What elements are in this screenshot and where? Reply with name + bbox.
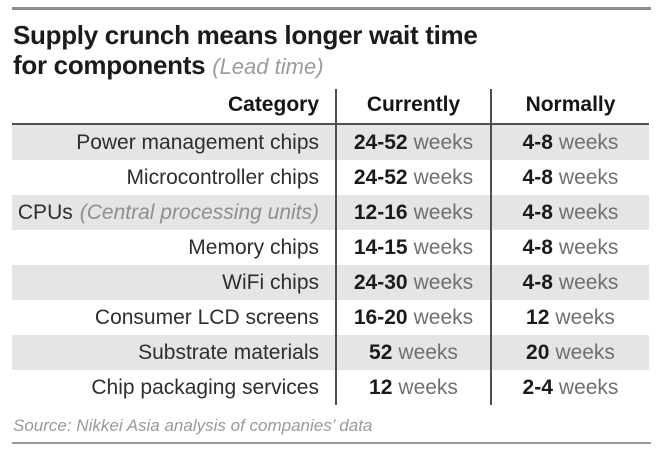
normally-cell: 20 weeks (490, 335, 649, 371)
category-cell: Microcontroller chips (12, 160, 335, 195)
title-line-1: Supply crunch means longer wait time (13, 20, 478, 50)
currently-value: 12-16 (353, 201, 408, 225)
category-label: Memory chips (188, 236, 319, 260)
normally-unit: weeks (558, 201, 619, 225)
table-row-cpus: CPUs (Central processing units) 12-16 week… (12, 195, 649, 231)
header-category: Category (227, 93, 319, 117)
normally-value: 4-8 (522, 236, 553, 260)
lead-time-table: Category Currently Normally Power manage… (12, 89, 649, 406)
title-line-2-text: for components (13, 50, 206, 81)
currently-cell: 24-52 weeks (335, 160, 490, 196)
category-cell: CPUs (Central processing units) (12, 195, 335, 230)
category-cell: Power management chips (12, 125, 335, 160)
normally-cell: 4-8 weeks (490, 195, 649, 231)
currently-value: 24-52 (353, 131, 408, 155)
category-cell: Substrate materials (12, 335, 335, 370)
normally-value: 4-8 (522, 131, 553, 155)
currently-unit: weeks (398, 376, 458, 400)
normally-unit: weeks (558, 236, 619, 260)
category-label: WiFi chips (222, 271, 319, 295)
normally-value: 2-4 (522, 376, 553, 400)
title-subtitle: (Lead time) (212, 54, 324, 80)
table-body: Power management chips 24-52 weeks 4-8 wee… (12, 125, 649, 406)
table-header-row: Category Currently Normally (12, 89, 649, 126)
normally-cell: 12 weeks (490, 300, 649, 336)
page-title: Supply crunch means longer wait time for… (13, 20, 670, 80)
category-note: (Central processing units) (79, 201, 319, 225)
normally-value: 20 (526, 341, 550, 365)
category-label: Power management chips (76, 131, 319, 155)
currently-unit: weeks (413, 201, 474, 225)
currently-unit: weeks (413, 306, 474, 330)
currently-value: 24-30 (353, 271, 408, 295)
currently-unit: weeks (413, 271, 474, 295)
normally-unit: weeks (558, 131, 619, 155)
category-cell: Consumer LCD screens (12, 300, 335, 335)
normally-value: 4-8 (522, 166, 553, 190)
currently-cell: 16-20 weeks (335, 300, 490, 336)
category-cell: Memory chips (12, 230, 335, 265)
table-row-memory-chips: Memory chips 14-15 weeks 4-8 weeks (12, 230, 649, 266)
category-label: Consumer LCD screens (94, 306, 319, 330)
table-row-power-management-chips: Power management chips 24-52 weeks 4-8 wee… (12, 125, 649, 161)
table-row-substrate-materials: Substrate materials 52 weeks 20 weeks (12, 335, 649, 371)
header-normally: Normally (490, 89, 649, 124)
table-row-wifi-chips: WiFi chips 24-30 weeks 4-8 weeks (12, 265, 649, 301)
bottom-rule (12, 442, 651, 445)
normally-unit: weeks (555, 306, 615, 330)
table-row-consumer-lcd-screens: Consumer LCD screens 16-20 weeks 12 weeks (12, 300, 649, 336)
currently-unit: weeks (413, 131, 474, 155)
normally-unit: weeks (558, 271, 619, 295)
currently-value: 24-52 (353, 166, 408, 190)
category-label: Substrate materials (138, 341, 319, 365)
currently-value: 16-20 (353, 306, 408, 330)
normally-value: 4-8 (522, 201, 553, 225)
normally-value: 12 (526, 306, 550, 330)
title-line-2: for components (Lead time) (13, 50, 670, 80)
currently-cell: 24-30 weeks (335, 265, 490, 301)
currently-cell: 14-15 weeks (335, 230, 490, 266)
currently-value: 14-15 (353, 236, 408, 260)
normally-cell: 4-8 weeks (490, 125, 649, 161)
table-row-chip-packaging-services: Chip packaging services 12 weeks 2-4 weeks (12, 370, 649, 406)
currently-cell: 12-16 weeks (335, 195, 490, 231)
category-cell: Chip packaging services (12, 370, 335, 405)
normally-unit: weeks (558, 376, 619, 400)
normally-cell: 4-8 weeks (490, 230, 649, 266)
table-row-microcontroller-chips: Microcontroller chips 24-52 weeks 4-8 week… (12, 160, 649, 196)
currently-unit: weeks (413, 236, 474, 260)
currently-value: 52 (369, 341, 393, 365)
normally-unit: weeks (555, 341, 615, 365)
category-label: CPUs (17, 201, 73, 225)
category-label: Chip packaging services (91, 376, 319, 400)
normally-cell: 4-8 weeks (490, 160, 649, 196)
normally-value: 4-8 (522, 271, 553, 295)
currently-unit: weeks (413, 166, 474, 190)
normally-cell: 2-4 weeks (490, 370, 649, 406)
currently-unit: weeks (398, 341, 458, 365)
currently-cell: 52 weeks (335, 335, 490, 371)
currently-value: 12 (369, 376, 393, 400)
top-rule (12, 7, 651, 10)
category-label: Microcontroller chips (126, 166, 319, 190)
normally-unit: weeks (558, 166, 619, 190)
currently-cell: 12 weeks (335, 370, 490, 406)
currently-cell: 24-52 weeks (335, 125, 490, 161)
normally-cell: 4-8 weeks (490, 265, 649, 301)
header-currently: Currently (335, 89, 490, 124)
source-note: Source: Nikkei Asia analysis of companie… (13, 416, 373, 436)
category-cell: WiFi chips (12, 265, 335, 300)
